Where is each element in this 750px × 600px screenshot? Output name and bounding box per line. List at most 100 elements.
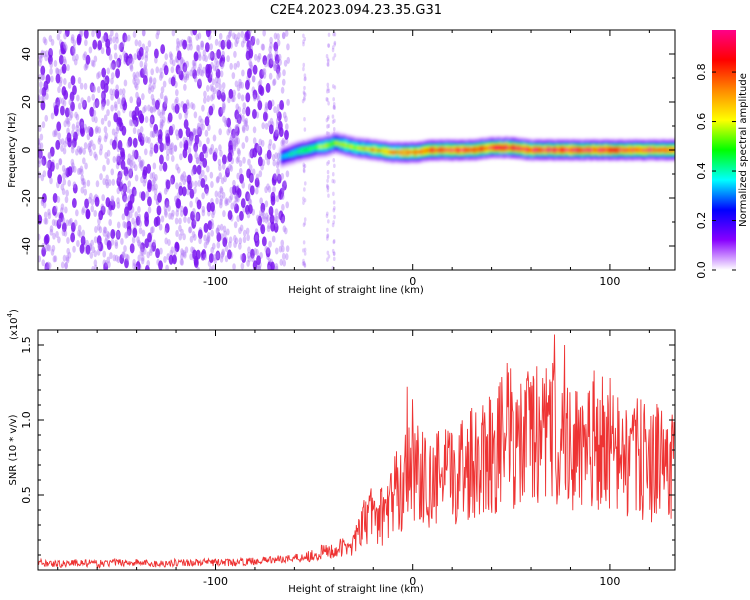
noise-blob bbox=[85, 54, 91, 65]
noise-blob bbox=[139, 244, 144, 252]
signal-cell bbox=[574, 148, 577, 152]
noise-blob bbox=[125, 230, 130, 238]
noise-blob bbox=[326, 227, 329, 233]
noise-blob bbox=[200, 40, 205, 48]
signal-cell bbox=[440, 148, 443, 152]
colorbar-tick-label: 0.4 bbox=[695, 162, 708, 180]
noise-blob bbox=[272, 143, 276, 151]
noise-blob bbox=[209, 84, 214, 92]
noise-blob bbox=[281, 32, 286, 40]
noise-blob bbox=[77, 229, 81, 237]
noise-blob bbox=[114, 241, 119, 249]
signal-cell bbox=[554, 148, 558, 152]
noise-blob bbox=[219, 70, 224, 78]
signal-cell bbox=[552, 148, 556, 152]
noise-blob bbox=[231, 138, 235, 146]
noise-blob bbox=[38, 73, 42, 81]
noise-blob bbox=[189, 188, 195, 199]
noise-blob bbox=[229, 62, 233, 70]
noise-blob bbox=[253, 247, 258, 255]
noise-blob bbox=[112, 88, 116, 96]
noise-blob bbox=[331, 45, 335, 50]
noise-blob bbox=[170, 174, 176, 185]
noise-blob bbox=[84, 198, 90, 209]
noise-blob bbox=[60, 261, 65, 269]
noise-blob bbox=[104, 178, 109, 186]
noise-blob bbox=[264, 101, 269, 109]
noise-blob bbox=[44, 244, 49, 252]
noise-blob bbox=[153, 143, 159, 154]
noise-blob bbox=[94, 196, 100, 207]
noise-blob bbox=[132, 30, 137, 38]
colorbar-tick-label: 0.0 bbox=[695, 261, 708, 279]
signal-cell bbox=[316, 145, 319, 149]
noise-blob bbox=[147, 196, 152, 207]
signal-cell bbox=[590, 148, 593, 152]
noise-blob bbox=[105, 45, 111, 56]
noise-blob bbox=[219, 201, 223, 209]
signal-cell bbox=[566, 148, 570, 152]
noise-blob bbox=[111, 128, 116, 136]
noise-blob bbox=[63, 140, 67, 148]
noise-blob bbox=[327, 43, 330, 48]
signal-cell bbox=[602, 148, 605, 152]
noise-blob bbox=[132, 77, 136, 85]
noise-blob bbox=[190, 210, 195, 221]
noise-blob bbox=[326, 236, 329, 241]
noise-blob bbox=[116, 153, 121, 161]
noise-blob bbox=[252, 108, 257, 119]
noise-blob bbox=[198, 237, 202, 245]
noise-blob bbox=[65, 219, 70, 227]
noise-blob bbox=[94, 153, 99, 161]
noise-blob bbox=[115, 229, 121, 240]
noise-blob bbox=[209, 147, 213, 155]
signal-cell bbox=[452, 148, 455, 152]
noise-blob bbox=[332, 157, 336, 163]
noise-blob bbox=[77, 224, 82, 232]
noise-blob bbox=[183, 73, 188, 81]
noise-blob bbox=[44, 266, 48, 270]
noise-blob bbox=[41, 259, 46, 267]
noise-blob bbox=[219, 255, 224, 263]
signal-cell bbox=[625, 148, 629, 152]
noise-blob bbox=[211, 242, 216, 250]
noise-blob bbox=[195, 211, 201, 222]
signal-cell bbox=[286, 153, 289, 157]
noise-blob bbox=[274, 129, 278, 137]
signal-cell bbox=[306, 148, 309, 152]
signal-cell bbox=[345, 144, 349, 148]
signal-cell bbox=[527, 148, 530, 152]
signal-cell bbox=[333, 141, 337, 145]
signal-cell bbox=[475, 148, 479, 152]
noise-blob bbox=[40, 174, 45, 182]
noise-blob bbox=[234, 136, 238, 144]
noise-blob bbox=[39, 133, 44, 141]
noise-blob bbox=[164, 223, 170, 234]
noise-blob bbox=[106, 157, 110, 165]
noise-blob bbox=[332, 238, 336, 244]
signal-cell bbox=[493, 146, 497, 150]
noise-blob bbox=[170, 142, 175, 150]
noise-blob bbox=[84, 62, 89, 70]
signal-cell bbox=[387, 150, 390, 154]
noise-blob bbox=[326, 174, 330, 180]
noise-blob bbox=[264, 122, 269, 130]
noise-blob bbox=[142, 106, 146, 114]
noise-blob bbox=[41, 246, 47, 257]
noise-blob bbox=[151, 184, 155, 192]
noise-blob bbox=[38, 156, 42, 164]
signal-cell bbox=[471, 148, 475, 152]
noise-blob bbox=[116, 187, 121, 195]
noise-blob bbox=[93, 250, 98, 258]
noise-blob bbox=[275, 63, 281, 74]
noise-blob bbox=[246, 251, 251, 259]
noise-blob bbox=[142, 30, 146, 37]
noise-blob bbox=[131, 236, 136, 244]
noise-blob bbox=[246, 259, 250, 267]
noise-blob bbox=[273, 131, 278, 142]
noise-blob bbox=[191, 66, 195, 74]
noise-blob bbox=[107, 179, 112, 187]
noise-blob bbox=[128, 171, 133, 179]
signal-cell bbox=[544, 148, 548, 152]
noise-blob bbox=[90, 198, 95, 206]
